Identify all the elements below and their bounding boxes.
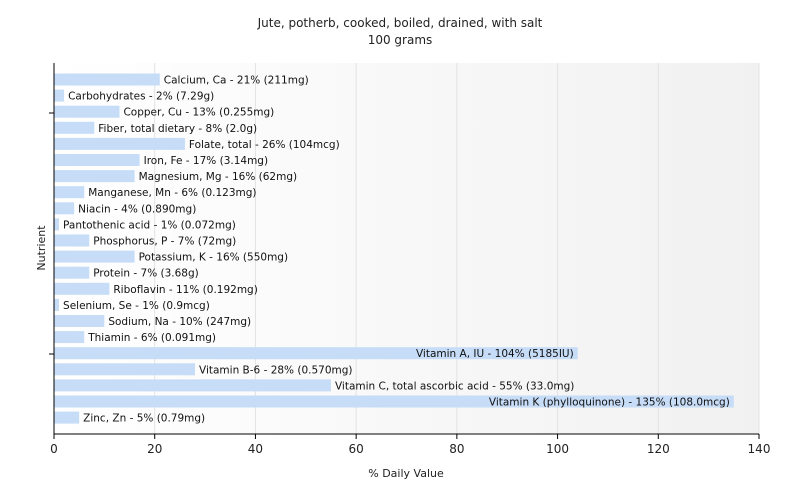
bar	[54, 121, 95, 134]
bar-label: Phosphorus, P - 7% (72mg)	[93, 236, 236, 248]
bar	[54, 395, 734, 408]
y-axis-title: Nutrient	[35, 225, 48, 271]
bar-label: Potassium, K - 16% (550mg)	[139, 252, 289, 264]
bar-label: Vitamin B-6 - 28% (0.570mg)	[199, 364, 353, 376]
bar	[54, 411, 80, 424]
x-tick-label: 0	[50, 442, 58, 456]
bar-label: Calcium, Ca - 21% (211mg)	[164, 75, 309, 87]
bar	[54, 282, 110, 295]
bar	[54, 234, 90, 247]
x-tick-label: 100	[546, 442, 569, 456]
bar-label: Protein - 7% (3.68g)	[93, 268, 199, 280]
bar-label: Carbohydrates - 2% (7.29g)	[68, 91, 214, 103]
bar-labels: Calcium, Ca - 21% (211mg) Carbohydrates -…	[63, 75, 730, 425]
bar	[54, 347, 578, 360]
bar	[54, 218, 60, 231]
bar-label: Selenium, Se - 1% (0.9mcg)	[63, 300, 210, 312]
bar	[54, 170, 135, 183]
chart-title: Jute, potherb, cooked, boiled, drained, …	[257, 16, 543, 30]
bar	[54, 379, 331, 392]
bar	[54, 154, 140, 166]
x-tick-label: 60	[349, 442, 364, 456]
bar	[54, 89, 65, 102]
bar-label: Thiamin - 6% (0.091mg)	[87, 332, 216, 344]
bar-label: Vitamin K (phylloquinone) - 135% (108.0m…	[489, 397, 730, 409]
x-axis-ticks: 0 20 40 60 80 100 120 140	[50, 434, 770, 456]
axes	[49, 63, 759, 435]
bar-label: Copper, Cu - 13% (0.255mg)	[123, 107, 274, 119]
bar	[54, 315, 105, 327]
grid-lines	[154, 63, 760, 434]
bars	[54, 73, 734, 424]
bar-label: Manganese, Mn - 6% (0.123mg)	[88, 187, 256, 199]
bar	[54, 202, 75, 215]
bar-label: Riboflavin - 11% (0.192mg)	[113, 284, 257, 296]
bar	[54, 105, 120, 118]
bar-label: Vitamin A, IU - 104% (5185IU)	[416, 348, 574, 360]
x-tick-label: 120	[647, 442, 670, 456]
bar	[54, 186, 85, 199]
bar-label: Zinc, Zn - 5% (0.79mg)	[83, 413, 205, 425]
bar	[54, 266, 90, 279]
bar-label: Vitamin C, total ascorbic acid - 55% (33…	[335, 380, 574, 392]
bar-label: Iron, Fe - 17% (3.14mg)	[144, 155, 268, 167]
bar-label: Folate, total - 26% (104mcg)	[189, 139, 340, 151]
bar-label: Pantothenic acid - 1% (0.072mg)	[63, 219, 236, 231]
bar-label: Niacin - 4% (0.890mg)	[78, 203, 196, 215]
bar-label: Magnesium, Mg - 16% (62mg)	[139, 171, 298, 183]
bar	[54, 73, 160, 86]
bar	[54, 137, 185, 150]
x-axis-title: % Daily Value	[368, 467, 444, 480]
bar-label: Fiber, total dietary - 8% (2.0g)	[98, 123, 257, 135]
bar	[54, 331, 85, 344]
bar	[54, 298, 60, 311]
bar	[54, 363, 195, 376]
x-tick-label: 20	[147, 442, 162, 456]
chart-subtitle: 100 grams	[368, 33, 433, 47]
x-tick-label: 80	[449, 442, 464, 456]
bar-label: Sodium, Na - 10% (247mg)	[108, 316, 251, 328]
x-tick-label: 40	[248, 442, 263, 456]
bar	[54, 250, 135, 263]
x-tick-label: 140	[748, 442, 771, 456]
